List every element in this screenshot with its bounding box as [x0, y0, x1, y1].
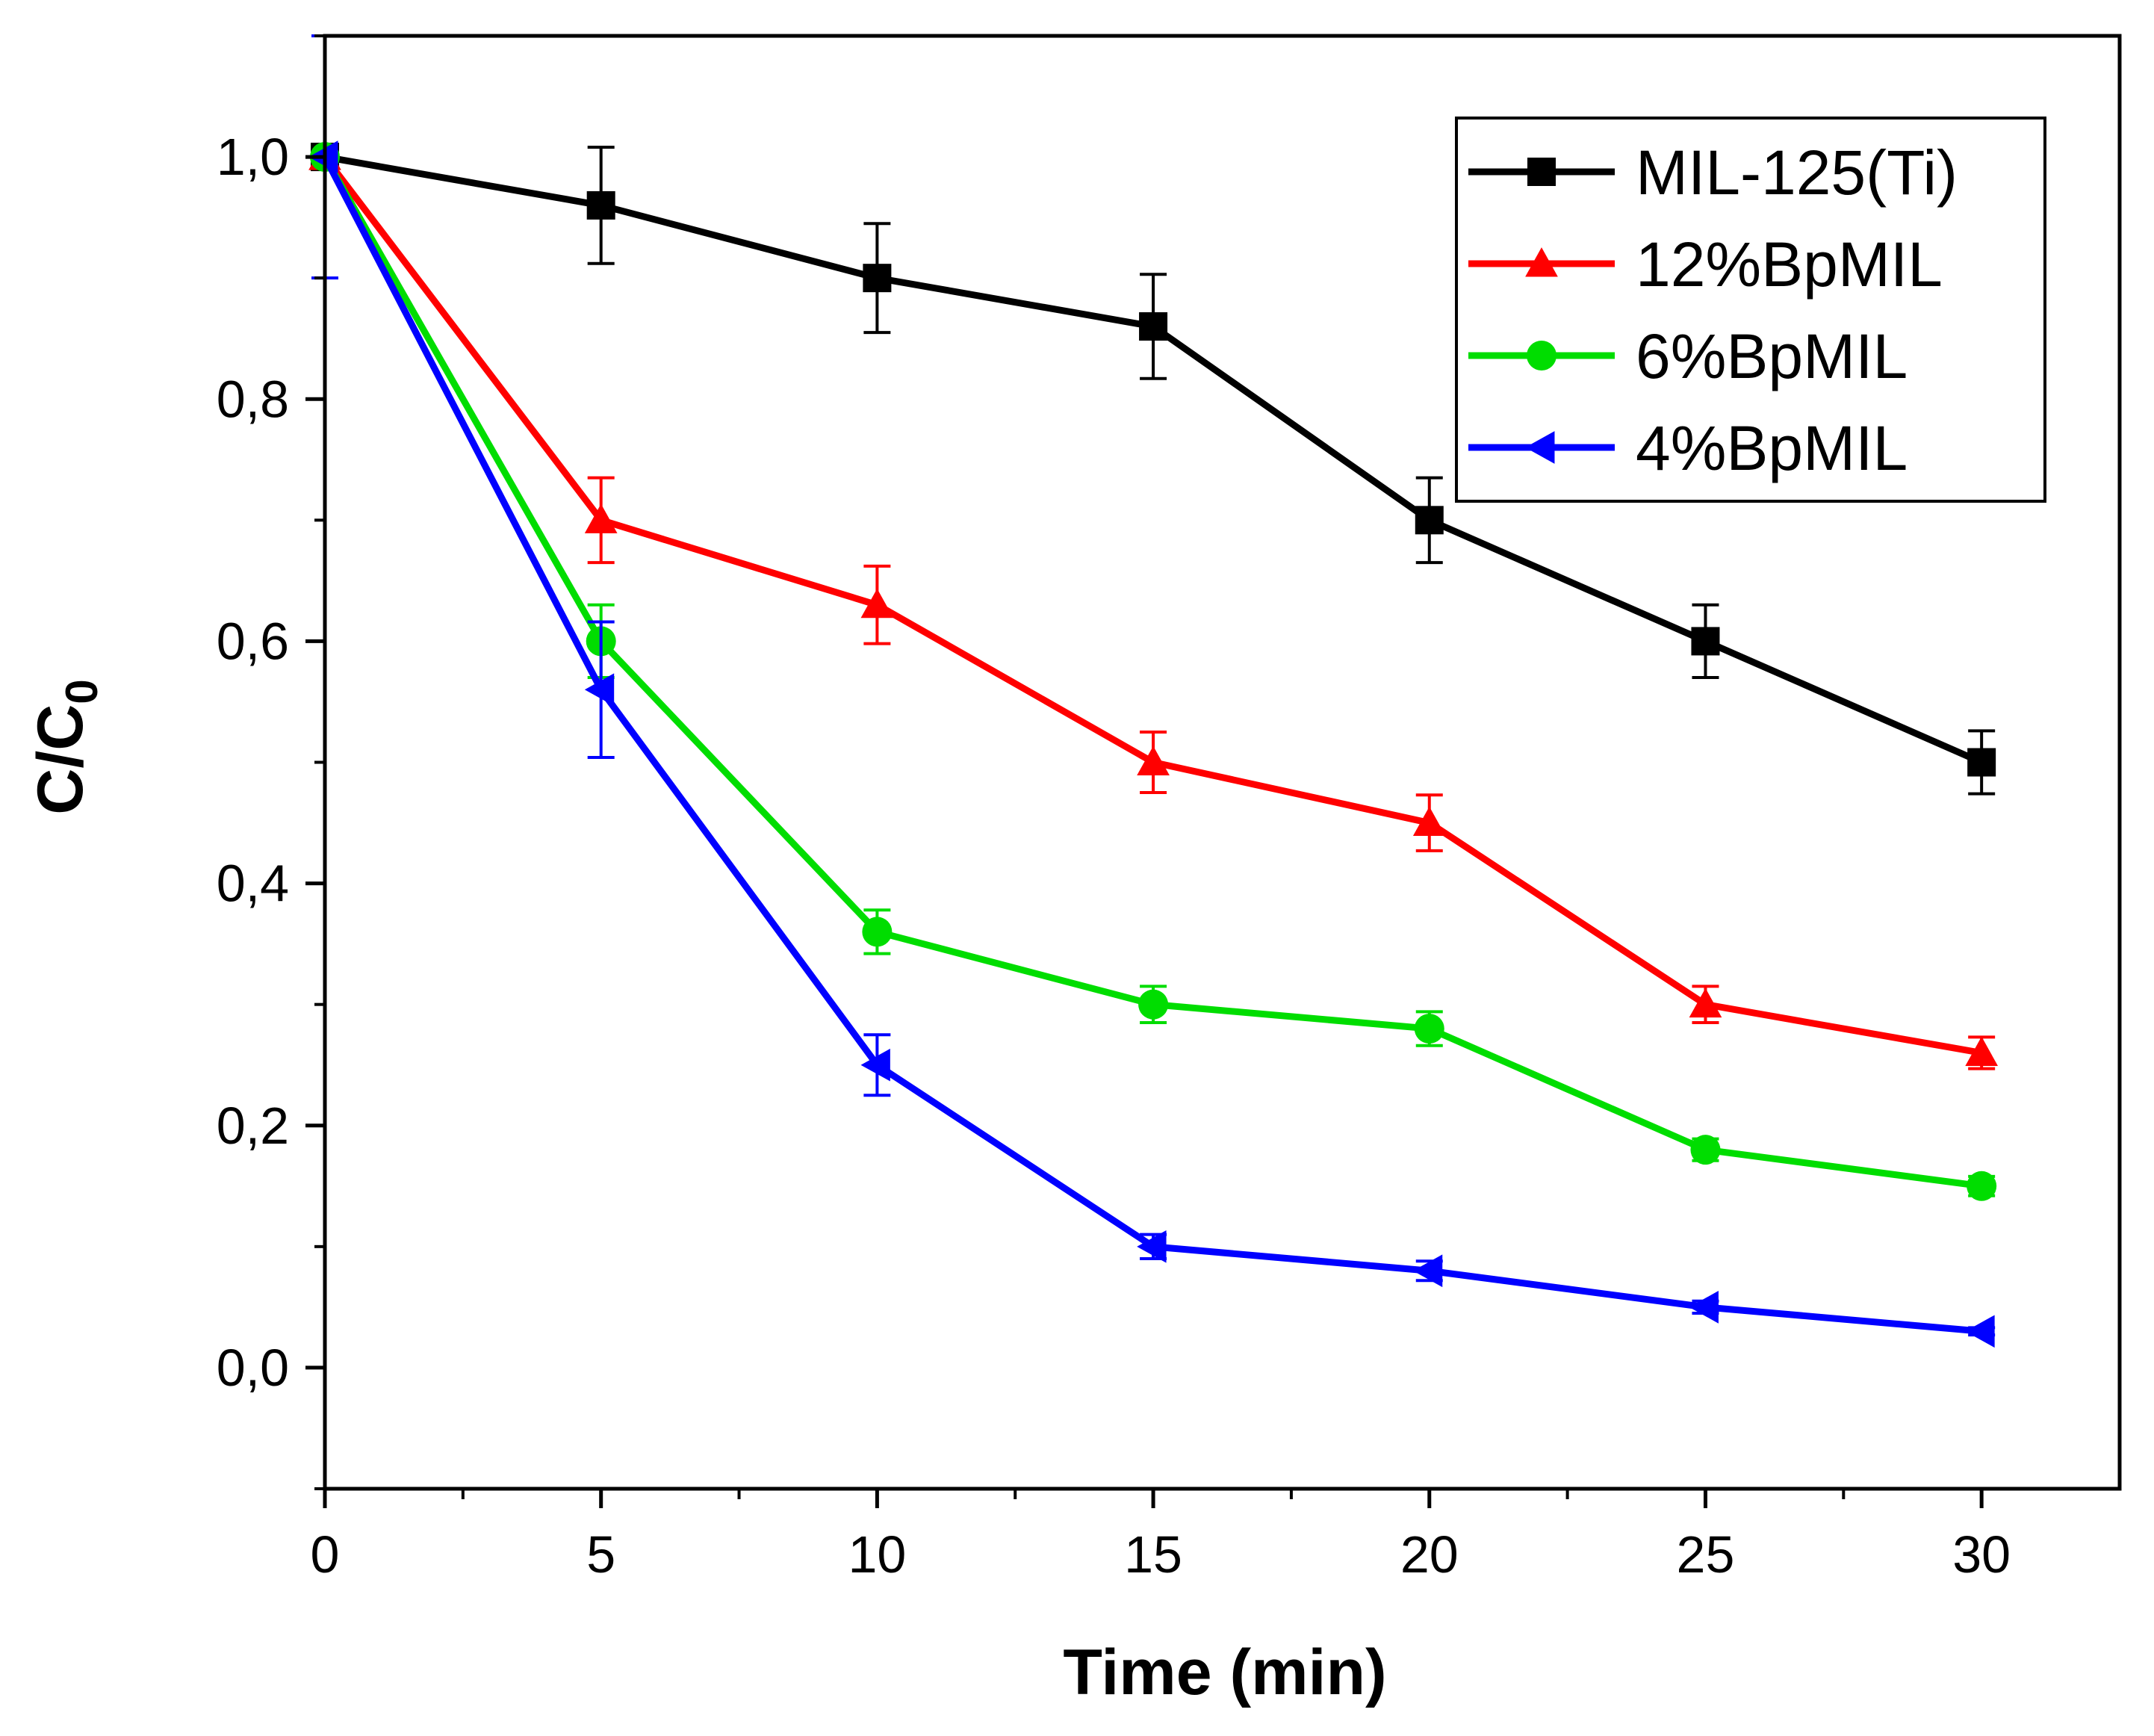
axes: 0 5 10 15 20 25 30 0,0 0,2 0,4 0,6 0,8 1,0	[217, 34, 2122, 1584]
data-point-4-bpmil-5	[584, 673, 615, 707]
legend-label-6-bpmil: 6%BpMIL	[1636, 321, 1908, 391]
legend-marker-12-bpmil	[1525, 247, 1558, 277]
y-tick-label-0,8: 0,8	[217, 370, 289, 428]
data-point-12-bpmil-15	[1137, 745, 1170, 775]
data-point-12-bpmil-20	[1412, 806, 1446, 837]
data-point-4-bpmil-25	[1689, 1291, 1719, 1324]
x-tick-label-5: 5	[586, 1525, 615, 1584]
x-tick-label-20: 20	[1400, 1525, 1459, 1584]
y-tick-label-0,4: 0,4	[217, 855, 289, 913]
x-axis-title: Time (min)	[1063, 1637, 1386, 1708]
data-point-12-bpmil-25	[1689, 988, 1722, 1018]
legend-marker-6-bpmil	[1527, 341, 1556, 371]
legend: MIL-125(Ti) 12%BpMIL 6%BpMIL 4%BpMIL	[1455, 117, 2046, 503]
data-point-mil-125-ti-15	[1139, 312, 1168, 341]
legend-label-4-bpmil: 4%BpMIL	[1636, 413, 1908, 483]
data-point-6-bpmil-30	[1967, 1171, 1997, 1201]
legend-label-12-bpmil: 12%BpMIL	[1636, 229, 1943, 300]
plot-area	[308, 34, 1999, 1348]
data-point-12-bpmil-5	[584, 503, 618, 533]
x-tick-label-30: 30	[1952, 1525, 2011, 1584]
legend-label-mil-125-ti: MIL-125(Ti)	[1636, 137, 1958, 208]
data-point-12-bpmil-10	[860, 588, 894, 619]
data-point-4-bpmil-30	[1965, 1315, 1995, 1348]
legend-marker-mil-125-ti	[1527, 158, 1556, 186]
data-point-4-bpmil-20	[1412, 1254, 1443, 1288]
data-point-mil-125-ti-10	[863, 264, 892, 293]
data-point-mil-125-ti-25	[1691, 627, 1720, 656]
data-point-4-bpmil-10	[860, 1048, 890, 1082]
x-tick-label-25: 25	[1677, 1525, 1735, 1584]
data-point-6-bpmil-20	[1414, 1014, 1444, 1044]
data-point-6-bpmil-25	[1690, 1135, 1721, 1165]
y-tick-label-0,6: 0,6	[217, 612, 289, 670]
x-tick-label-10: 10	[848, 1525, 906, 1584]
y-axis-title-subscript: 0	[57, 679, 107, 704]
data-point-mil-125-ti-5	[586, 190, 615, 220]
y-axis-title: C/C0	[25, 679, 107, 814]
data-point-12-bpmil-30	[1965, 1036, 1999, 1066]
legend-marker-4-bpmil	[1525, 431, 1555, 464]
x-tick-label-0: 0	[311, 1525, 340, 1584]
data-point-mil-125-ti-30	[1967, 748, 1996, 777]
y-tick-label-0,2: 0,2	[217, 1097, 289, 1155]
data-point-4-bpmil-15	[1137, 1230, 1167, 1263]
y-tick-label-0,0: 0,0	[217, 1339, 289, 1397]
y-tick-label-1,0: 1,0	[217, 128, 289, 186]
x-tick-label-15: 15	[1124, 1525, 1182, 1584]
data-point-6-bpmil-10	[862, 917, 893, 947]
data-point-6-bpmil-15	[1138, 989, 1169, 1020]
y-axis-title-main: C/C	[25, 704, 96, 815]
data-point-mil-125-ti-20	[1415, 506, 1444, 535]
